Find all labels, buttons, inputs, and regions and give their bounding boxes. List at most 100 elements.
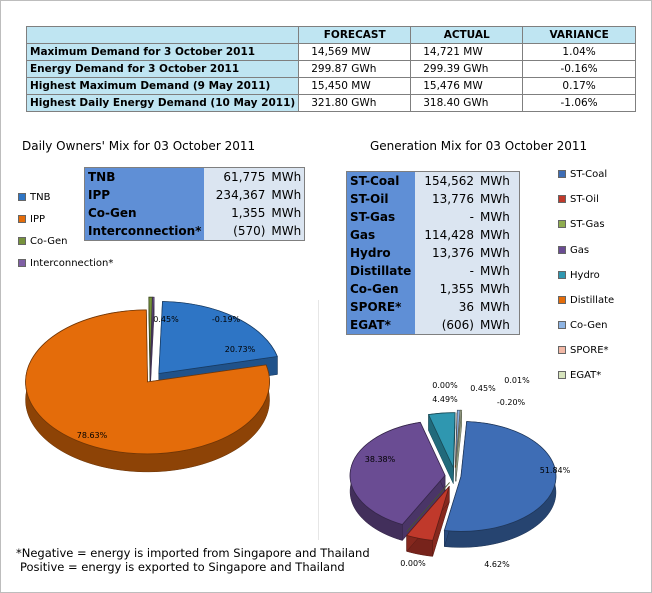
legend-label: SPORE* <box>570 345 609 356</box>
row-value: 154,562 <box>415 171 477 190</box>
pie-data-label: 0.45% <box>470 384 496 393</box>
table-row: IPP 234,367 MWh <box>84 186 305 204</box>
row-unit: MWh <box>477 190 520 208</box>
row-label: Co-Gen <box>84 204 205 222</box>
table-row: Co-Gen 1,355 MWh <box>84 204 305 222</box>
legend-label: Distillate <box>570 295 615 306</box>
table-row: SPORE* 36 MWh <box>346 298 520 316</box>
row-unit: MWh <box>268 167 305 186</box>
row-label: Gas <box>346 226 415 244</box>
row-value: 13,376 <box>415 244 477 262</box>
legend-label: Hydro <box>570 270 600 281</box>
pie-slice-hydro <box>427 412 456 468</box>
row-label: ST-Coal <box>346 171 415 190</box>
row-unit: MWh <box>477 226 520 244</box>
row-label: ST-Oil <box>346 190 415 208</box>
section-divider <box>318 300 319 540</box>
legend-item: Co-Gen <box>18 236 68 248</box>
footnote-line-2: Positive = energy is exported to Singapo… <box>20 560 345 574</box>
row-value: (570) <box>204 222 269 241</box>
legend-label: Co-Gen <box>30 236 68 247</box>
forecast-value: 299.87 GWh <box>298 60 412 78</box>
table-row: Gas 114,428 MWh <box>346 226 520 244</box>
header-variance: VARIANCE <box>522 26 636 44</box>
table-row: Highest Daily Energy Demand (10 May 2011… <box>25 94 636 112</box>
table-header-row: FORECAST ACTUAL VARIANCE <box>25 26 636 44</box>
table-row: TNB 61,775 MWh <box>84 167 305 186</box>
pie-data-label: 51.84% <box>540 466 571 475</box>
pie-slice-st-gas <box>406 482 450 532</box>
owners-mix-pie: 20.73% 78.63% 0.45% -0.19% <box>25 296 278 473</box>
legend-swatch <box>558 195 566 203</box>
table-row: Distillate - MWh <box>346 262 520 280</box>
row-value: - <box>415 208 477 226</box>
pie-data-label: 4.49% <box>432 395 458 404</box>
legend-item: Co-Gen <box>558 320 608 332</box>
legend-item: EGAT* <box>558 370 601 382</box>
row-label: Highest Daily Energy Demand (10 May 2011… <box>25 94 300 112</box>
row-value: 13,776 <box>415 190 477 208</box>
row-value: 114,428 <box>415 226 477 244</box>
pie-data-label: -0.19% <box>212 315 241 324</box>
table-row: Co-Gen 1,355 MWh <box>346 280 520 298</box>
legend-swatch <box>18 237 26 245</box>
legend-label: Interconnection* <box>30 258 114 269</box>
variance-value: 1.04% <box>522 43 636 61</box>
pie-data-label: 38.38% <box>365 455 396 464</box>
pie-data-label: 0.45% <box>153 315 179 324</box>
legend-item: ST-Coal <box>558 169 607 181</box>
pie-data-label: 0.00% <box>400 559 426 568</box>
row-label: TNB <box>84 167 205 186</box>
legend-label: EGAT* <box>570 370 602 381</box>
legend-item: Distillate <box>558 295 614 307</box>
row-label: Co-Gen <box>346 280 415 298</box>
legend-swatch <box>558 220 566 228</box>
legend-label: IPP <box>30 214 46 225</box>
legend-swatch <box>18 215 26 223</box>
pie-data-label: 78.63% <box>77 431 108 440</box>
pie-slice-interconnection <box>150 296 155 370</box>
table-row: Energy Demand for 3 October 2011 299.87 … <box>25 60 636 78</box>
row-unit: MWh <box>268 222 305 241</box>
footnote: *Negative = energy is imported from Sing… <box>16 546 370 574</box>
legend-swatch <box>18 259 26 267</box>
generation-mix-table: ST-Coal 154,562 MWh ST-Oil 13,776 MWh ST-Gas… <box>346 171 520 335</box>
table-row: Maximum Demand for 3 October 2011 14,569… <box>25 43 636 61</box>
legend-label: ST-Gas <box>570 219 605 230</box>
legend-swatch <box>558 371 566 379</box>
owners-mix-table: TNB 61,775 MWh IPP 234,367 MWh Co-Gen 1,355 MW… <box>84 167 306 241</box>
legend-swatch <box>558 271 566 279</box>
row-unit: MWh <box>477 208 520 226</box>
row-value: 234,367 <box>204 186 269 204</box>
row-unit: MWh <box>268 186 305 204</box>
row-unit: MWh <box>477 280 520 298</box>
row-label: SPORE* <box>346 298 415 316</box>
generation-mix-title: Generation Mix for 03 October 2011 <box>370 139 588 153</box>
row-unit: MWh <box>477 244 520 262</box>
pie-data-label: 4.62% <box>484 560 510 569</box>
row-unit: MWh <box>268 204 305 222</box>
row-unit: MWh <box>477 298 520 316</box>
legend-item: Hydro <box>558 270 600 282</box>
legend-item: SPORE* <box>558 345 609 357</box>
row-label: ST-Gas <box>346 208 415 226</box>
table-row: ST-Coal 154,562 MWh <box>346 171 520 190</box>
row-label: Hydro <box>346 244 415 262</box>
row-label: Interconnection* <box>84 222 205 241</box>
row-label: Maximum Demand for 3 October 2011 <box>25 43 300 61</box>
row-value: (606) <box>415 316 477 335</box>
legend-swatch <box>558 246 566 254</box>
variance-value: -1.06% <box>522 94 636 112</box>
row-value: 1,355 <box>204 204 269 222</box>
legend-item: IPP <box>18 214 45 226</box>
pie-slice-st-coal <box>443 421 557 532</box>
header-actual: ACTUAL <box>410 26 524 44</box>
header-blank <box>25 26 300 44</box>
row-label: IPP <box>84 186 205 204</box>
pie-slice-st-oil <box>405 485 450 541</box>
legend-label: Gas <box>570 245 590 256</box>
pie-slice-tnb <box>158 301 278 374</box>
row-value: 61,775 <box>204 167 269 186</box>
row-unit: MWh <box>477 262 520 280</box>
